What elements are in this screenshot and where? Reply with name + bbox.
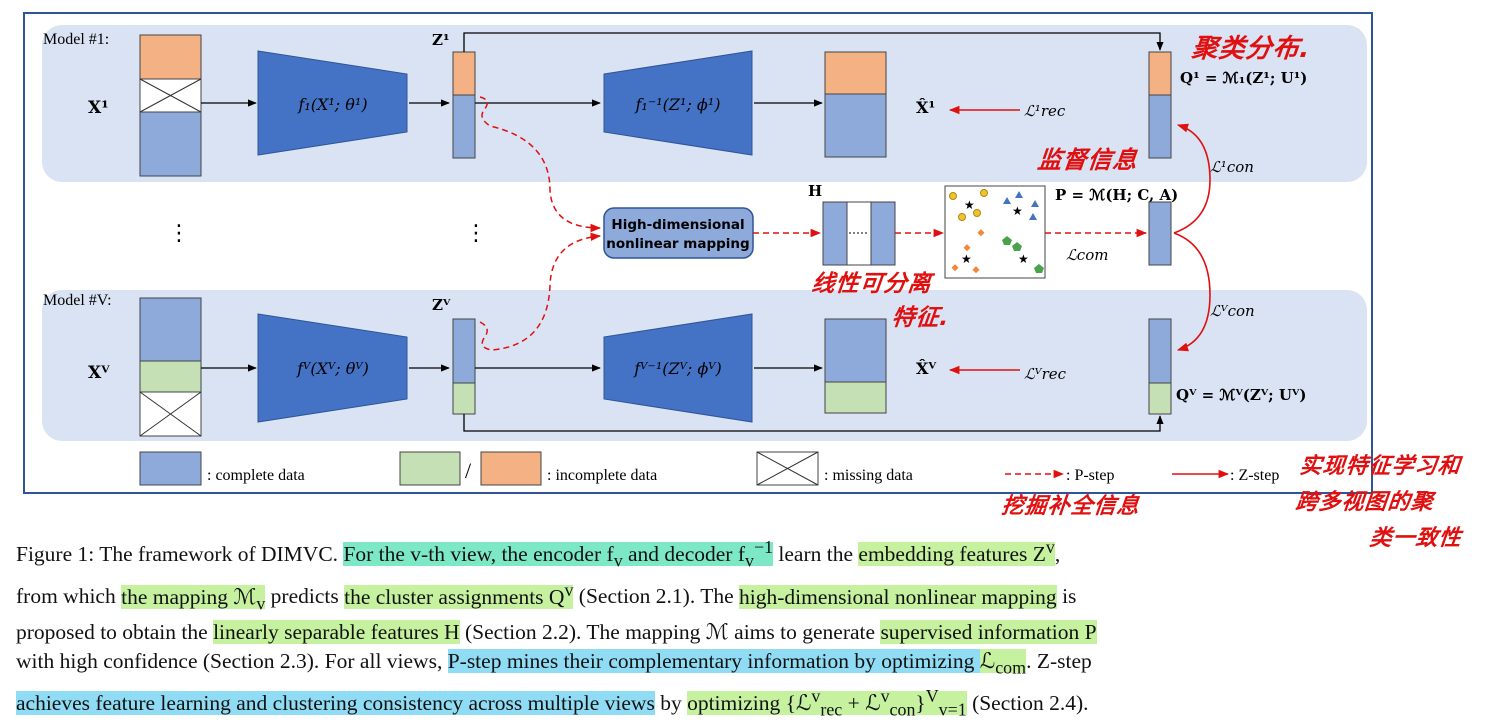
caption-hl-supervised: supervised information P: [880, 619, 1097, 644]
model1-encoder-label: f₁(X¹; θ¹): [297, 95, 367, 114]
caption-hl-embedding: embedding features Zv: [858, 537, 1055, 567]
caption-line-5: achieves feature learning and clustering…: [16, 686, 1089, 720]
model1-decoder-label: f₁⁻¹(Z¹; ϕ¹): [634, 95, 720, 114]
caption-hl-zstep: achieves feature learning and clustering…: [16, 691, 655, 716]
legend-incomplete-label: : incomplete data: [547, 467, 657, 484]
modelV-rec-loss: ℒⱽrec: [1024, 365, 1067, 383]
modelV-assign-label: Qⱽ = ℳⱽ(Zⱽ; Uⱽ): [1176, 386, 1306, 404]
caption-hl-mapping: the mapping ℳv: [121, 584, 266, 613]
figure-caption: Figure 1: The framework of DIMVC. For th…: [16, 533, 1476, 725]
modelV-recon-incomplete: [824, 381, 887, 414]
cluster-scatter-box: ★ ★ ★ ★: [944, 185, 1046, 279]
model1-encoder: [257, 50, 408, 156]
legend-complete-swatch: [139, 451, 202, 486]
modelV-encoder: [257, 313, 408, 423]
annotation-features: 特征.: [890, 305, 951, 331]
centroid-4: ★: [1018, 252, 1029, 266]
annotation-zstep-line1: 实现特征学习和: [1298, 454, 1463, 479]
modelV-title: Model #V:: [43, 292, 112, 309]
model1-assign-label: Q¹ = ℳ₁(Z¹; U¹): [1180, 69, 1307, 87]
caption-hl-pstep: P-step mines their complementary informa…: [447, 648, 980, 673]
modelV-input-complete: [139, 297, 202, 362]
vdots-left: ⋮: [168, 221, 190, 246]
model1-recon-label: X̂¹: [916, 98, 935, 117]
caption-hl-linear-features: linearly separable features H: [213, 619, 460, 644]
modelV-input-label: Xⱽ: [88, 363, 110, 383]
annotation-zstep-line2: 跨多视图的聚: [1294, 490, 1436, 515]
model1-latent-incomplete: [452, 51, 476, 96]
P-label: P = ℳ(H; C, A): [1055, 186, 1178, 204]
modelV-decoder-label: fⱽ⁻¹(Zⱽ; ϕⱽ): [633, 359, 722, 378]
legend-complete-label: : complete data: [207, 467, 305, 484]
annotation-cluster-dist: 聚类分布.: [1190, 34, 1313, 64]
framework-diagram: Model #1: X¹ f₁(X¹; θ¹) Z¹ f₁⁻¹(Z¹; ϕ¹) …: [23, 12, 1373, 494]
legend-pstep-label: : P-step: [1066, 467, 1114, 484]
model1-rec-loss: ℒ¹rec: [1024, 102, 1066, 120]
caption-hl-encoder-decoder: For the v-th view, the encoder fv and de…: [343, 537, 774, 571]
caption-hl-cluster-assign: the cluster assignments Qv: [344, 579, 574, 609]
model1-latent-complete: [452, 94, 476, 159]
com-loss: ℒcom: [1066, 246, 1108, 264]
model1-recon-incomplete: [824, 51, 887, 95]
model1-input-label: X¹: [88, 98, 109, 118]
H-label: H: [808, 182, 822, 200]
P-block: [1148, 201, 1172, 266]
model1-recon-complete: [824, 93, 887, 158]
modelV-latent-incomplete: [452, 382, 476, 415]
caption-line-2: from which the mapping ℳv predicts the c…: [16, 579, 1077, 613]
centroid-1: ★: [964, 198, 975, 212]
modelV-assign-incomplete: [1148, 382, 1172, 415]
caption-line-1: Figure 1: The framework of DIMVC. For th…: [16, 537, 1061, 571]
annotation-mine-comp: 挖掘补全信息: [1000, 494, 1142, 519]
legend-zstep-label: : Z-step: [1230, 467, 1279, 484]
modelV-recon-label: X̂ⱽ: [916, 359, 936, 378]
model1-assign-complete: [1148, 94, 1172, 159]
model1-latent-label: Z¹: [432, 31, 450, 49]
model1-title: Model #1:: [43, 31, 109, 48]
framework-figure: Model #1: X¹ f₁(X¹; θ¹) Z¹ f₁⁻¹(Z¹; ϕ¹) …: [23, 12, 1463, 551]
centroid-3: ★: [961, 252, 972, 266]
model1-decoder: [603, 50, 753, 156]
modelV-latent-complete: [452, 318, 476, 384]
H-block-left: [822, 201, 848, 266]
model1-input-incomplete: [139, 34, 202, 80]
modelV-encoder-label: fⱽ(Xⱽ; θⱽ): [296, 359, 369, 378]
modelV-recon-complete: [824, 318, 887, 383]
caption-line-4: with high confidence (Section 2.3). For …: [16, 648, 1092, 678]
modelV-input-incomplete: [139, 360, 202, 393]
model1-input-complete: [139, 111, 202, 177]
legend-incomplete-orange-swatch: [480, 451, 542, 486]
annotation-linear-sep: 线性可分离: [810, 271, 934, 297]
mapping-box-line1: High-dimensional: [611, 217, 744, 233]
model1-con-loss: ℒ¹con: [1210, 158, 1254, 176]
annotation-supervision: 监督信息: [1036, 146, 1140, 174]
legend-missing-label: : missing data: [824, 467, 913, 484]
modelV-latent-label: Zⱽ: [432, 296, 451, 314]
mapping-box-line2: nonlinear mapping: [606, 236, 749, 252]
caption-hl-optimizing: optimizing {ℒvrec + ℒvcon}Vv=1: [687, 686, 967, 720]
model1-assign-incomplete: [1148, 51, 1172, 96]
centroid-2: ★: [1012, 204, 1023, 218]
caption-line-3: proposed to obtain the linearly separabl…: [16, 619, 1097, 644]
legend-slash: /: [465, 458, 472, 483]
caption-hl-hd-mapping: high-dimensional nonlinear mapping: [739, 584, 1057, 609]
caption-hl-lcom: ℒcom: [979, 648, 1027, 678]
modelV-decoder: [603, 313, 753, 423]
modelV-assign-complete: [1148, 318, 1172, 384]
H-block-right: [870, 201, 896, 266]
vdots-mid: ⋮: [465, 221, 487, 246]
modelV-con-loss: ℒⱽcon: [1210, 302, 1255, 320]
legend-incomplete-green-swatch: [399, 451, 461, 486]
